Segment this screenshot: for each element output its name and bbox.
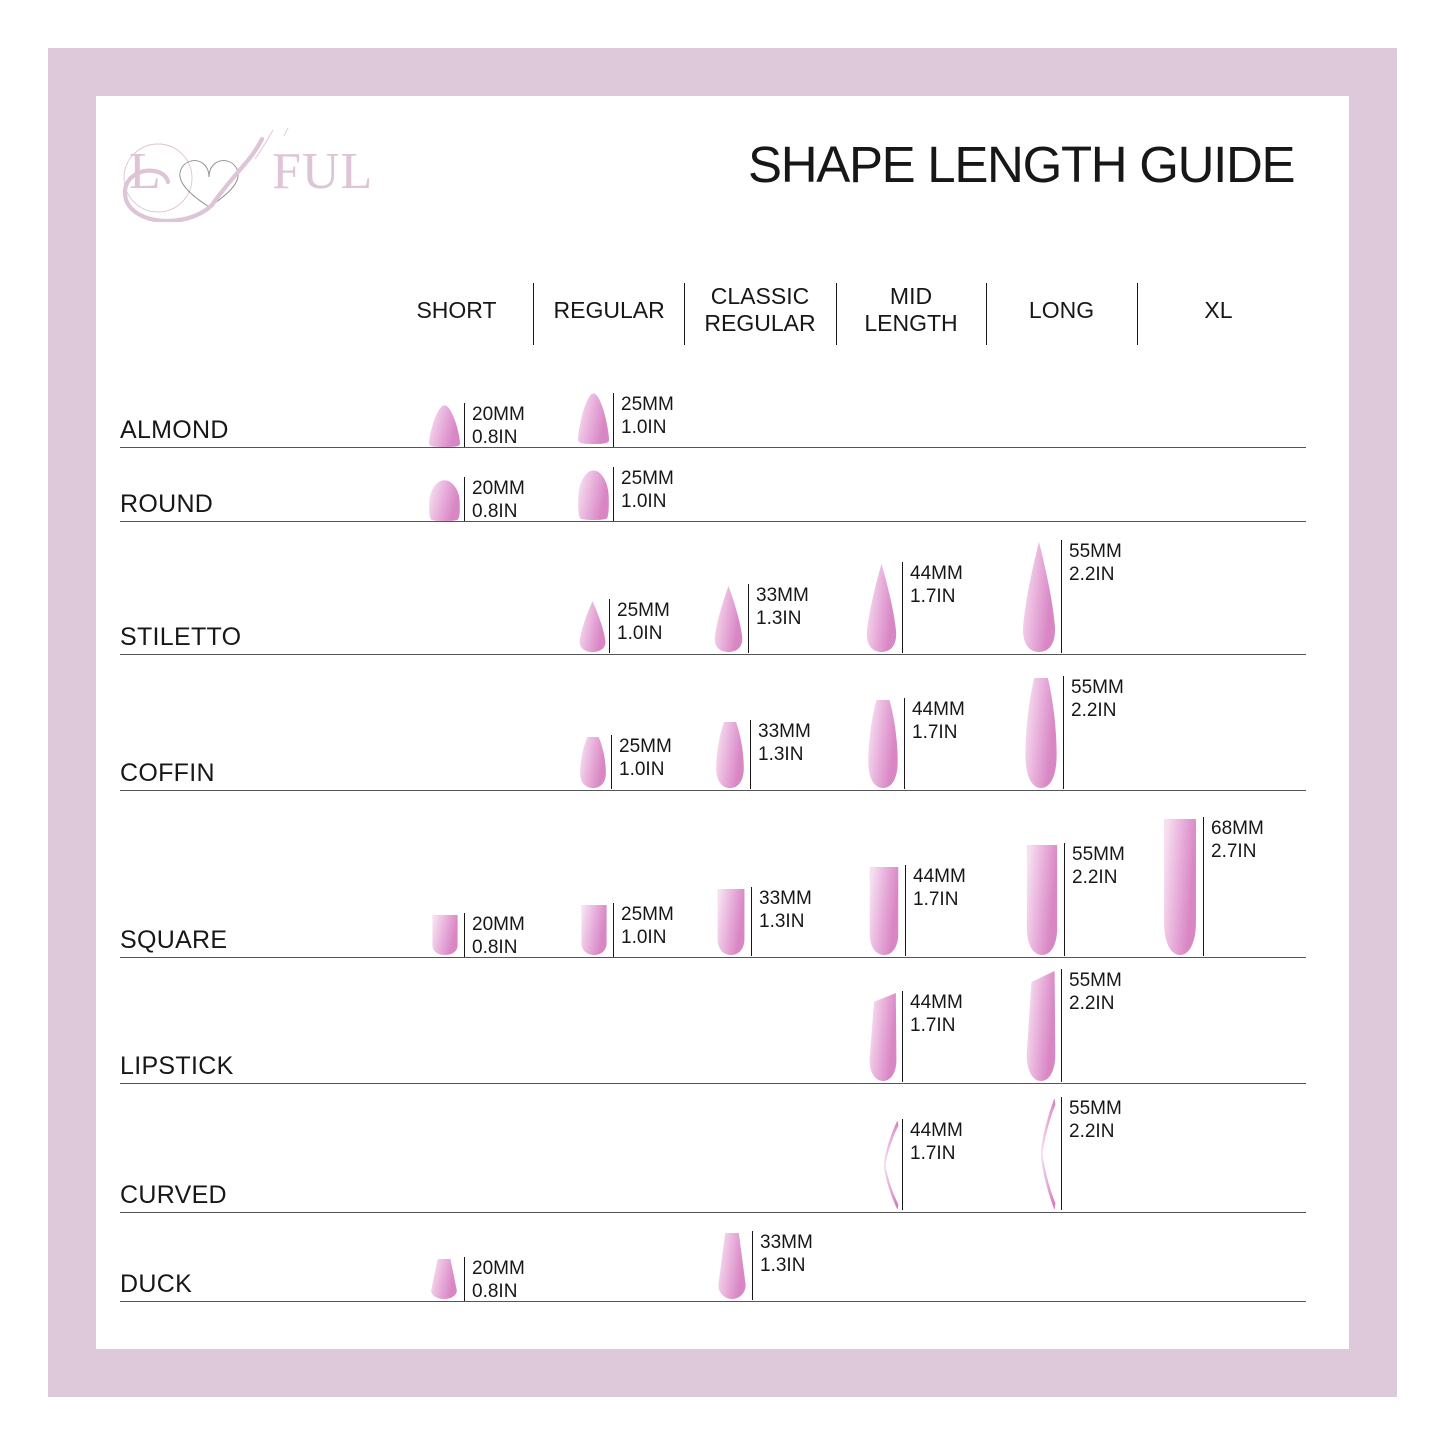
svg-text:FUL: FUL bbox=[272, 143, 373, 200]
